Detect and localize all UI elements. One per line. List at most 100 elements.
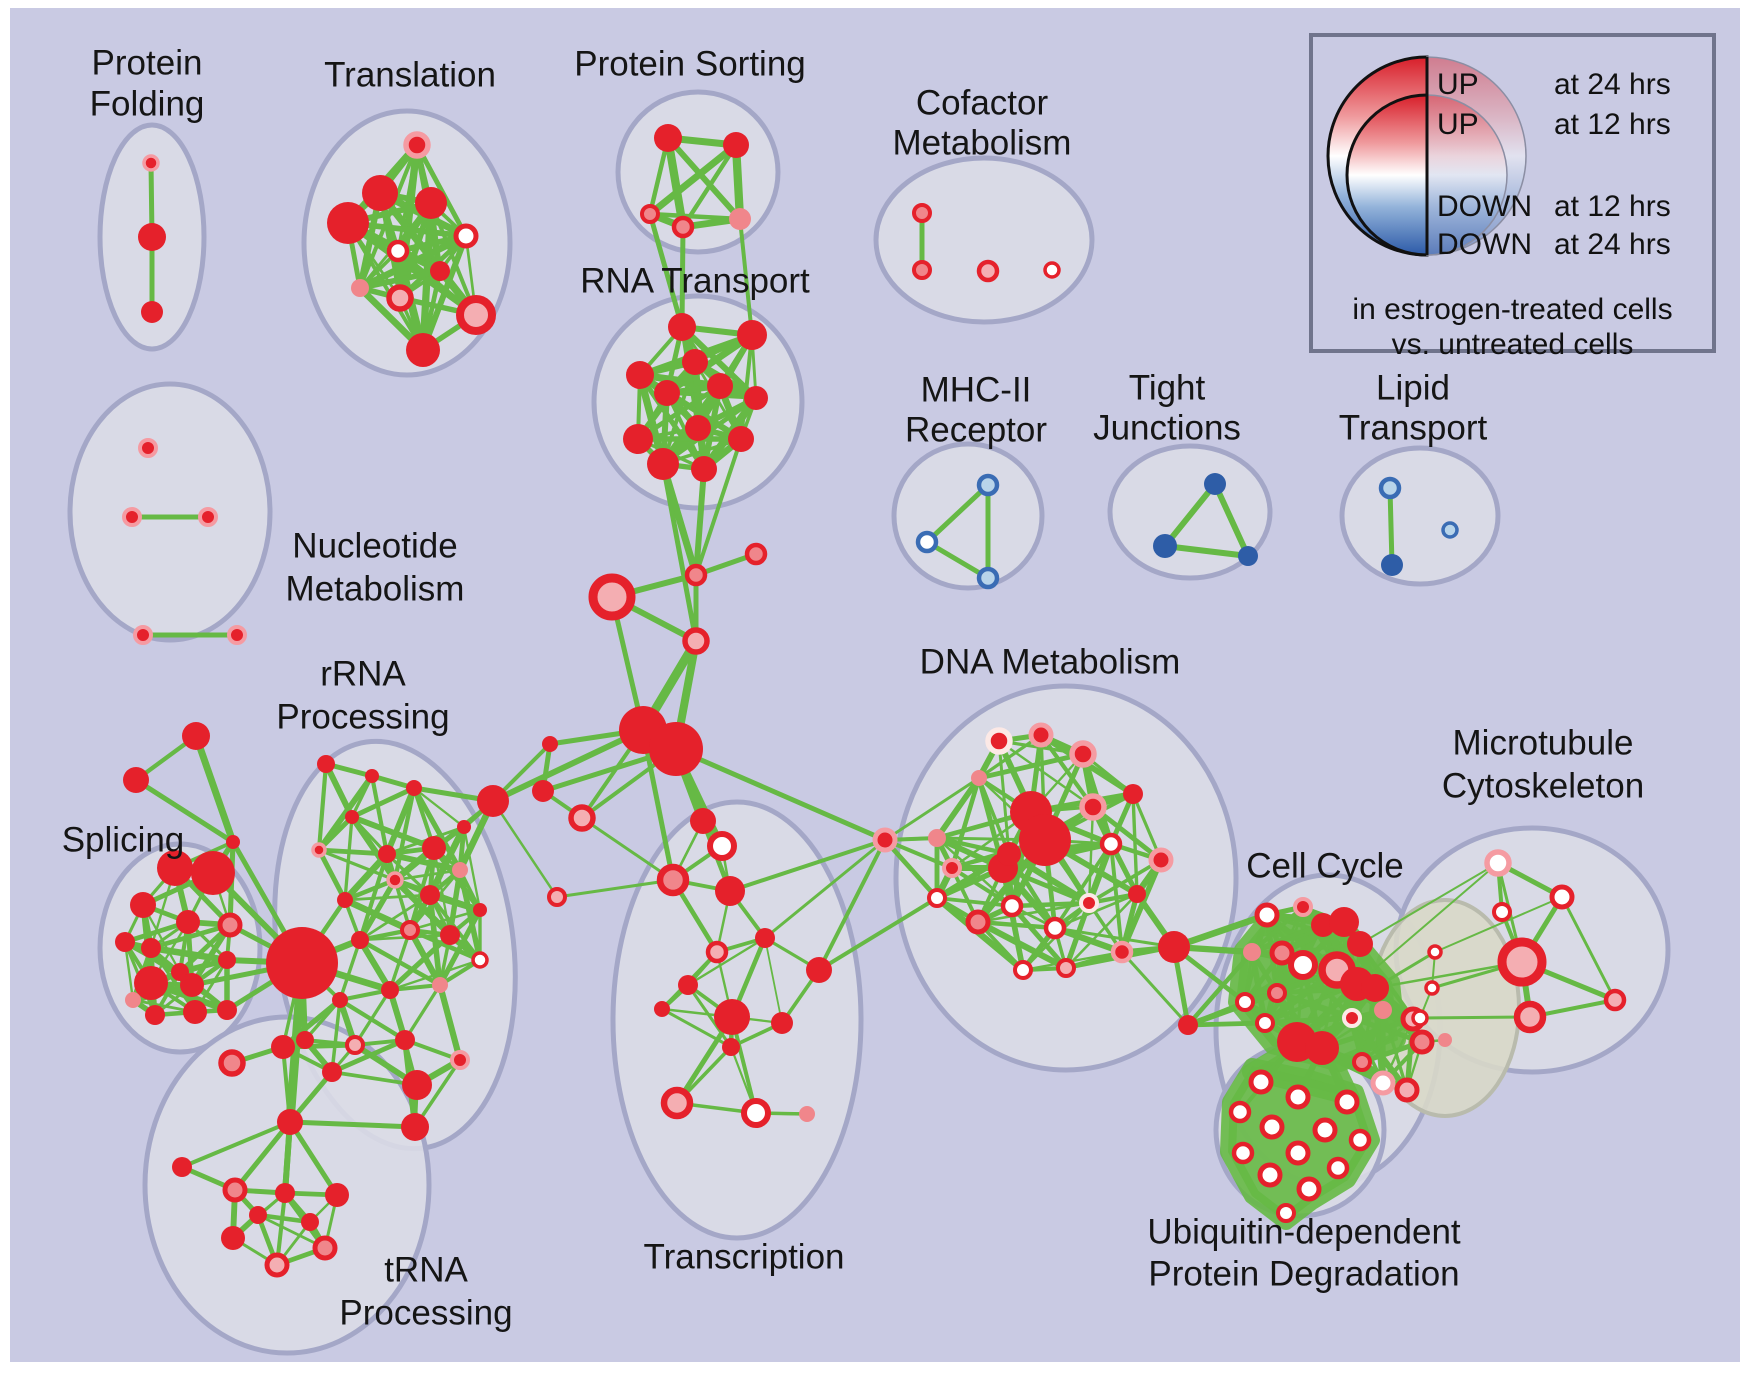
gene-node-sp-2	[130, 892, 156, 918]
gene-node-tc-6	[678, 975, 698, 995]
gene-node-sp-4	[115, 932, 135, 952]
cluster-label-6: RNA Transport	[580, 262, 810, 301]
gene-node-dm-4	[1123, 784, 1143, 804]
gene-node-tn-0	[277, 1109, 303, 1135]
gene-node-rr-23	[345, 1035, 365, 1055]
edge-rr	[353, 988, 392, 1047]
cluster-label-1: Folding	[90, 85, 205, 124]
cluster-label-11: Lipid	[1376, 369, 1450, 408]
edge-rr	[343, 815, 354, 902]
gene-node-cc-16	[1342, 1008, 1362, 1028]
edge-rr	[316, 761, 329, 853]
gene-node-cc-6	[1269, 940, 1295, 966]
edge-rr	[316, 847, 390, 857]
edge-link-sp15-sp17	[192, 732, 237, 846]
edge-dm	[977, 733, 1043, 780]
gene-node-tn-3	[275, 1183, 295, 1203]
gene-node-lt-0	[1378, 476, 1402, 500]
cluster-ellipse-nm	[67, 381, 273, 643]
cluster-label-22: Transcription	[644, 1238, 845, 1277]
edge-rr	[338, 938, 362, 1002]
gene-node-mh-1	[915, 530, 939, 554]
gene-node-ub-6	[1348, 1128, 1372, 1152]
edge-dm	[949, 775, 982, 871]
edge-link-mh1-mh2	[924, 539, 991, 581]
cluster-ellipse-lt	[1339, 445, 1501, 587]
gene-node-sp-10	[218, 951, 236, 969]
gene-node-tj-1	[1153, 534, 1177, 558]
edge-link-ch9-rr8	[491, 799, 559, 899]
edge-rr	[387, 932, 453, 993]
gene-node-rr-15	[400, 920, 420, 940]
gene-node-rr-18	[332, 992, 348, 1008]
edge-rr	[358, 893, 432, 942]
gene-node-ub-1	[1285, 1084, 1311, 1110]
nodes-layer	[115, 124, 1627, 1278]
gene-node-tc-10	[722, 1038, 740, 1056]
edge-link-dm23-tc4	[763, 838, 887, 940]
gene-node-dm-3	[971, 770, 987, 786]
edge-ps	[646, 141, 740, 218]
edge-link-mc1-mc4	[1560, 895, 1617, 1002]
gene-node-tc-7	[714, 999, 750, 1035]
gene-node-cc-2	[1311, 913, 1335, 937]
edge-link-tj0-tj1	[1162, 481, 1218, 549]
gene-node-rr-26	[271, 1035, 295, 1059]
gene-node-rr-22	[296, 1031, 314, 1049]
gene-node-ub-10	[1257, 1162, 1283, 1188]
gene-node-rr-14	[351, 931, 369, 949]
gene-node-dm-10	[1099, 832, 1123, 856]
edge-ps	[665, 135, 743, 222]
gene-node-cf-1	[912, 260, 932, 280]
gene-node-sp-12	[183, 1000, 207, 1024]
gene-node-rr-13	[452, 862, 468, 878]
gene-node-ub-0	[1248, 1069, 1274, 1095]
gene-node-rr-20	[432, 977, 448, 993]
gene-node-dm-20	[997, 842, 1021, 866]
gene-node-tc-0	[690, 808, 716, 834]
gene-node-cc-21	[1394, 1077, 1420, 1103]
edge-link-tn0-tn1	[180, 1120, 292, 1169]
edge-cc	[1170, 911, 1271, 951]
cluster-label-9: Tight	[1129, 369, 1206, 408]
gene-node-dm-6	[928, 829, 946, 847]
edge-rr	[316, 773, 375, 853]
edge-link-tn0-tn2	[232, 1119, 293, 1193]
edge-rr	[342, 877, 398, 903]
edge-rr	[407, 927, 483, 963]
gene-node-tn-2	[222, 1177, 248, 1203]
gene-node-ub-9	[1326, 1156, 1350, 1180]
edge-tc	[686, 983, 733, 1049]
edge-link-cc10-mc3	[1373, 960, 1524, 990]
gene-node-rr-30	[450, 1050, 470, 1070]
gene-node-rt-3	[682, 349, 708, 375]
edge-link-ch5-dm23	[673, 746, 888, 843]
edge-rr	[330, 998, 342, 1074]
gene-node-mc-7	[1424, 980, 1440, 996]
gene-node-rr-25	[218, 1049, 246, 1077]
gene-node-ch-7	[532, 780, 554, 802]
gene-node-ps-3	[671, 215, 695, 239]
cluster-label-4: Cofactor	[916, 84, 1049, 123]
gene-node-rr-27	[322, 1062, 342, 1082]
gene-node-rr-28	[402, 1070, 432, 1100]
edge-link-rt11-ch0	[693, 466, 707, 578]
gene-node-lt-1	[1381, 554, 1403, 576]
edge-tr	[429, 201, 478, 317]
gene-node-dm-12	[927, 888, 947, 908]
edge-rr	[462, 825, 482, 912]
gene-node-mc-8	[1411, 1009, 1429, 1027]
gene-node-nm-0	[138, 438, 158, 458]
edge-link-cc24-cc12	[1186, 1000, 1247, 1027]
gene-node-tn-7	[264, 1252, 290, 1278]
gene-node-dm-21	[1000, 894, 1024, 918]
gene-node-mh-2	[976, 566, 1000, 590]
edge-dm	[934, 835, 1012, 857]
gene-node-ub-3	[1228, 1100, 1252, 1124]
edge-cc	[1280, 942, 1362, 955]
edge-link-rr8-ch4	[490, 727, 646, 804]
gene-node-dm-5	[1079, 793, 1107, 821]
gene-node-cc-10	[1361, 974, 1389, 1002]
